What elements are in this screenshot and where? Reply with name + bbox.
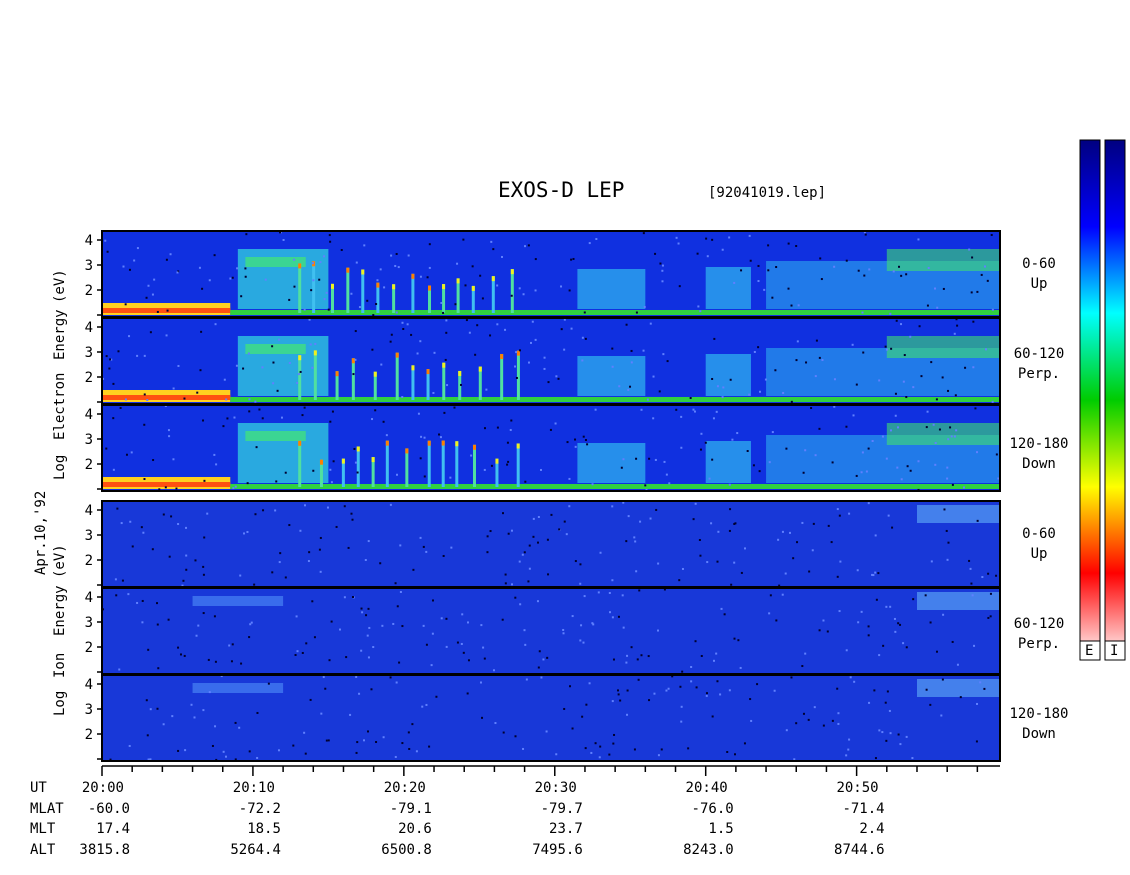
footer-mlat-value: -79.1 [389, 801, 432, 817]
spectrogram-panel-6 [101, 674, 1001, 762]
footer-mlat-value: -71.4 [842, 801, 885, 817]
spectrogram-panel-5 [101, 587, 1001, 675]
footer-mlt-value: 20.6 [398, 821, 432, 837]
ion-axis-label-4: (eV) [52, 544, 68, 578]
y-tick-label: 3 [85, 258, 93, 274]
footer-ut-value: 20:20 [383, 780, 426, 796]
colorbar-ion [1104, 139, 1126, 661]
ion-axis-label-3: Energy [52, 585, 68, 636]
date-label: Apr.10,'92 [33, 490, 49, 575]
file-name: [92041019.lep] [708, 185, 827, 201]
footer-mlt-value: 2.4 [859, 821, 885, 837]
y-tick-label: 4 [85, 233, 93, 249]
footer-ut-value: 20:00 [81, 780, 124, 796]
y-tick-label: 4 [85, 407, 93, 423]
colorbar-ion-label-box [1104, 640, 1126, 661]
panel-label-3: 120-180 Down [1009, 436, 1069, 472]
y-tick-label: 2 [85, 727, 93, 743]
ion-axis-label-2: Ion [52, 652, 68, 678]
row-label-mlat: MLAT [30, 801, 64, 817]
footer-alt-value: 3815.8 [79, 842, 130, 858]
footer-mlat-value: -76.0 [691, 801, 734, 817]
footer-ut-value: 20:40 [685, 780, 728, 796]
row-label-ut: UT [30, 780, 47, 796]
colorbar-electron-label-box [1079, 640, 1101, 661]
y-tick-label: 3 [85, 702, 93, 718]
panel-label-1: 0-60 Up [1022, 256, 1056, 292]
footer-mlt-value: 17.4 [96, 821, 130, 837]
colorbar-label-e: E [1085, 643, 1094, 659]
footer-mlat-value: -60.0 [87, 801, 130, 817]
y-tick-label: 2 [85, 370, 93, 386]
electron-axis-label-2: Electron [52, 372, 68, 440]
footer-ut-value: 20:30 [534, 780, 577, 796]
panel-label-6: 120-180 Down [1009, 706, 1069, 742]
colorbar-electron [1079, 139, 1101, 661]
spectrogram-panel-3 [101, 404, 1001, 492]
footer-alt-value: 8744.6 [834, 842, 885, 858]
footer-mlat-value: -72.2 [238, 801, 281, 817]
row-label-alt: ALT [30, 842, 56, 858]
ion-axis-label-1: Log [52, 690, 68, 716]
row-label-mlt: MLT [30, 821, 56, 837]
y-tick-label: 4 [85, 320, 93, 336]
electron-axis-label-3: Energy [52, 309, 68, 360]
y-tick-label: 4 [85, 590, 93, 606]
footer-mlt-value: 18.5 [247, 821, 281, 837]
y-tick-label: 2 [85, 457, 93, 473]
footer-mlt-value: 1.5 [708, 821, 734, 837]
footer-mlat-value: -79.7 [540, 801, 583, 817]
footer-alt-value: 7495.6 [532, 842, 583, 858]
electron-axis-label-4: (eV) [52, 269, 68, 303]
electron-axis-label-1: Log [52, 454, 68, 480]
footer-alt-value: 8243.0 [683, 842, 734, 858]
panel-label-2: 60-120 Perp. [1013, 346, 1065, 382]
spectrogram-panel-1 [101, 230, 1001, 318]
footer-ut-value: 20:10 [232, 780, 275, 796]
panel-label-4: 0-60 Up [1022, 526, 1056, 562]
y-tick-label: 3 [85, 528, 93, 544]
y-tick-label: 3 [85, 432, 93, 448]
footer-alt-value: 5264.4 [230, 842, 281, 858]
y-tick-label: 3 [85, 345, 93, 361]
y-tick-label: 4 [85, 677, 93, 693]
footer-alt-value: 6500.8 [381, 842, 432, 858]
y-tick-label: 2 [85, 640, 93, 656]
page-title: EXOS-D LEP [498, 178, 625, 202]
footer-ut-value: 20:50 [836, 780, 879, 796]
y-tick-label: 2 [85, 553, 93, 569]
footer-mlt-value: 23.7 [549, 821, 583, 837]
y-tick-label: 2 [85, 283, 93, 299]
spectrogram-panel-2 [101, 317, 1001, 405]
colorbar-label-i: I [1110, 643, 1119, 659]
panel-label-5: 60-120 Perp. [1013, 616, 1065, 652]
y-tick-label: 4 [85, 503, 93, 519]
spectrogram-panel-4 [101, 500, 1001, 588]
y-tick-label: 3 [85, 615, 93, 631]
